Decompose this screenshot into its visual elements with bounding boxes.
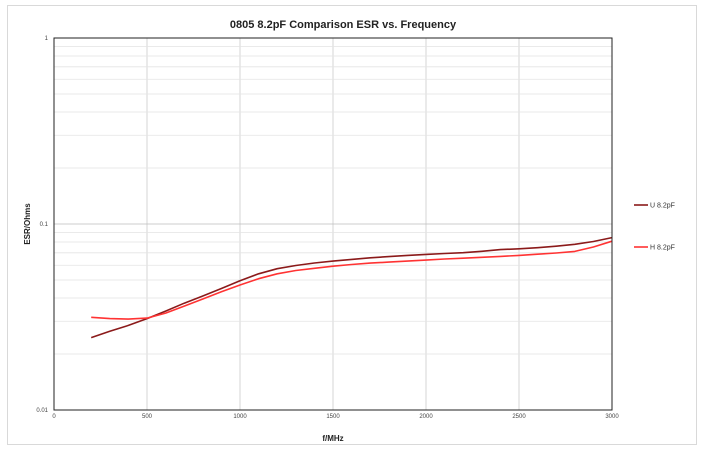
plot-area <box>53 37 613 411</box>
x-tick-label: 500 <box>142 414 153 420</box>
x-axis-label: f/MHz <box>322 434 343 443</box>
legend: U 8.2pF H 8.2pF <box>634 203 675 252</box>
y-tick-label: 0.1 <box>40 222 49 228</box>
series-line-1 <box>90 236 613 339</box>
x-tick-label: 1500 <box>326 414 340 420</box>
y-axis-label: ESR/Ohms <box>23 203 32 245</box>
x-tick-label: 3000 <box>605 414 619 420</box>
series-line-2 <box>91 240 613 320</box>
y-tick-label: 1 <box>45 36 49 42</box>
x-tick-label: 0 <box>52 414 56 420</box>
chart-frame <box>7 5 697 445</box>
x-tick-label: 1000 <box>233 414 247 420</box>
legend-label: H 8.2pF <box>650 245 675 252</box>
grid-layer <box>54 38 612 410</box>
tick-layer: 0 500 1000 1500 2000 2500 3000 0.01 0.1 1 <box>36 36 619 420</box>
y-tick-label: 0.01 <box>36 408 48 414</box>
x-tick-label: 2500 <box>512 414 526 420</box>
legend-label: U 8.2pF <box>650 203 675 210</box>
x-tick-label: 2000 <box>419 414 433 420</box>
series-layer <box>90 236 613 339</box>
chart-title: 0805 8.2pF Comparison ESR vs. Frequency <box>230 19 457 31</box>
